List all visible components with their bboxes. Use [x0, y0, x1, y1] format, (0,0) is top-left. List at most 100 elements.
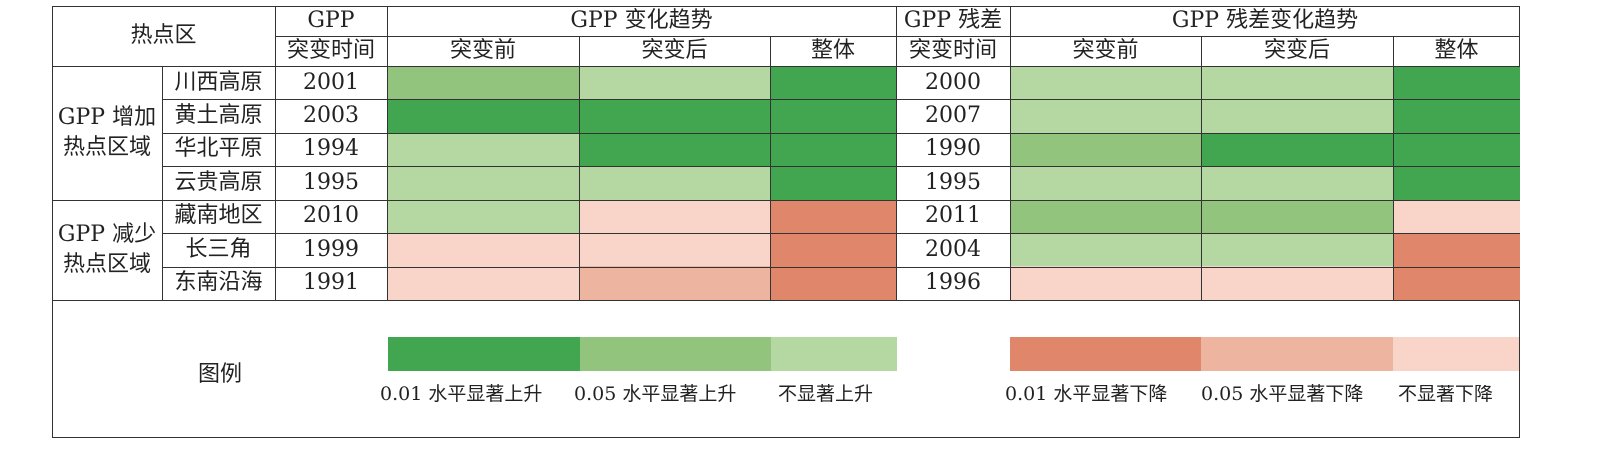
residual-trend-cell: [1010, 166, 1201, 200]
residual-mutation-year: 1990: [925, 136, 981, 162]
grid-line: [52, 66, 1520, 67]
residual-trend-cell: [1201, 166, 1393, 200]
legend-label-up-ns: 不显著上升: [778, 383, 874, 405]
region-cell: 长三角: [185, 236, 252, 262]
residual-trend-cell: [1010, 66, 1201, 100]
grid-line: [579, 36, 580, 300]
grid-line: [162, 66, 163, 300]
header-mutation-time-2: 突变时间: [908, 38, 997, 63]
gpp-mutation-year: 2003: [303, 103, 359, 129]
gpp-trend-cell: [579, 199, 770, 233]
region-cell: 藏南地区: [174, 203, 263, 229]
header-overall: 整体: [810, 38, 855, 63]
residual-trend-cell: [1201, 266, 1393, 300]
gpp-trend-cell: [770, 266, 896, 300]
region-cell: 东南沿海: [174, 270, 263, 296]
header-before-2: 突变前: [1072, 38, 1139, 63]
residual-mutation-year: 2007: [925, 103, 981, 129]
gpp-trend-cell: [770, 66, 896, 100]
group-decrease-label: GPP 减少 热点区域: [52, 200, 162, 300]
grid-line: [162, 99, 1520, 101]
legend-swatch-down-ns: [1393, 337, 1519, 371]
grid-line: [1393, 36, 1394, 300]
gpp-trend-cell: [770, 233, 896, 267]
grid-line: [162, 166, 1520, 168]
gpp-trend-cell: [579, 99, 770, 133]
group-decrease-line1: GPP 减少: [57, 222, 157, 247]
residual-mutation-year: 1995: [925, 169, 981, 195]
residual-mutation-year: 1996: [925, 270, 981, 296]
residual-trend-cell: [1393, 132, 1520, 167]
grid-line: [275, 36, 1520, 37]
residual-trend-cell: [1201, 199, 1393, 233]
gpp-trend-cell: [387, 266, 579, 300]
header-overall-2: 整体: [1434, 38, 1479, 63]
header-after: 突变后: [641, 38, 708, 63]
gpp-mutation-year: 1994: [303, 136, 359, 162]
grid-line: [896, 6, 897, 300]
gpp-trend-cell: [579, 233, 770, 267]
residual-trend-cell: [1393, 66, 1520, 100]
residual-trend-cell: [1010, 99, 1201, 133]
grid-line: [52, 200, 1520, 201]
residual-trend-cell: [1010, 199, 1201, 233]
legend-swatch-up-001: [388, 337, 580, 371]
header-before: 突变前: [449, 38, 516, 63]
region-cell: 川西高原: [174, 69, 263, 95]
header-after-2: 突变后: [1263, 38, 1330, 63]
header-hotspot: 热点区: [130, 23, 197, 48]
gpp-trend-cell: [387, 233, 579, 267]
gpp-trend-cell: [387, 166, 579, 200]
gpp-mutation-year: 2001: [303, 69, 359, 95]
grid-line: [52, 300, 1520, 301]
residual-trend-cell: [1201, 66, 1393, 100]
region-cell: 云贵高原: [174, 169, 263, 195]
group-increase-label: GPP 增加 热点区域: [52, 66, 162, 200]
gpp-trend-cell: [387, 99, 579, 133]
legend-swatch-down-001: [1010, 337, 1201, 371]
header-gpp: GPP: [307, 8, 355, 33]
residual-mutation-year: 2000: [925, 69, 981, 95]
residual-mutation-year: 2011: [925, 203, 981, 229]
legend-title: 图例: [197, 362, 242, 387]
legend-swatch-up-005: [580, 337, 771, 371]
residual-trend-cell: [1201, 132, 1393, 167]
gpp-trend-cell: [387, 199, 579, 233]
legend-swatch-down-005: [1201, 337, 1393, 371]
header-mutation-time: 突变时间: [286, 38, 375, 63]
residual-trend-cell: [1393, 99, 1520, 133]
group-increase-line1: GPP 增加: [57, 105, 157, 130]
gpp-trend-cell: [770, 166, 896, 200]
residual-trend-cell: [1010, 266, 1201, 300]
header-gpp-residual: GPP 残差: [903, 8, 1003, 33]
gpp-trend-cell: [770, 199, 896, 233]
header-gpp-trend: GPP 变化趋势: [570, 8, 713, 33]
residual-trend-cell: [1010, 233, 1201, 267]
grid-line: [1201, 36, 1202, 300]
gpp-trend-cell: [770, 99, 896, 133]
group-decrease-line2: 热点区域: [62, 252, 151, 277]
gpp-trend-cell: [579, 132, 770, 167]
residual-trend-cell: [1393, 233, 1520, 267]
grid-line: [162, 266, 1520, 268]
header-gpp-residual-trend: GPP 残差变化趋势: [1171, 8, 1359, 33]
grid-line: [162, 233, 1520, 235]
group-increase-line2: 热点区域: [62, 135, 151, 160]
gpp-mutation-year: 1999: [303, 236, 359, 262]
grid-line: [162, 132, 1520, 134]
residual-trend-cell: [1201, 233, 1393, 267]
residual-trend-cell: [1010, 132, 1201, 167]
residual-trend-cell: [1201, 99, 1393, 133]
gpp-trend-cell: [387, 66, 579, 100]
legend-label-up-005: 0.05 水平显著上升: [574, 383, 737, 405]
residual-trend-cell: [1393, 166, 1520, 200]
grid-line: [770, 36, 771, 300]
gpp-mutation-year: 1995: [303, 169, 359, 195]
residual-mutation-year: 2004: [925, 236, 981, 262]
region-cell: 黄土高原: [174, 103, 263, 129]
gpp-trend-cell: [770, 132, 896, 167]
residual-trend-cell: [1393, 266, 1520, 300]
gpp-mutation-year: 2010: [303, 203, 359, 229]
legend-label-down-ns: 不显著下降: [1398, 385, 1494, 404]
legend-label-down-005: 0.05 水平显著下降: [1201, 383, 1364, 405]
